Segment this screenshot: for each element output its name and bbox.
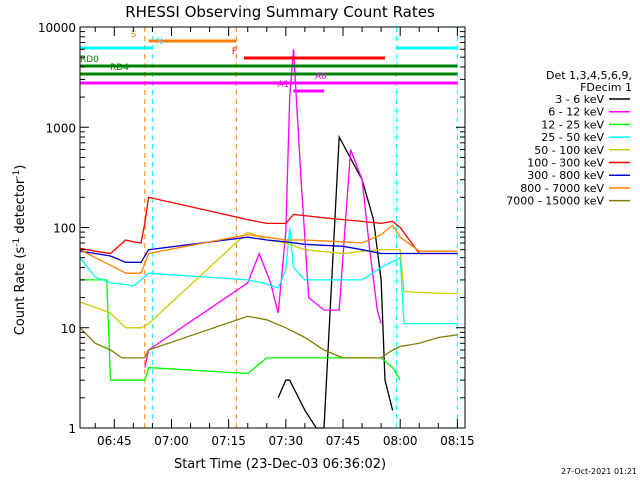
legend-label-100-300-kev: 100 - 300 keV — [527, 157, 604, 170]
flag-label-4: RD0 — [80, 55, 99, 65]
y-tick-label-3: 1000 — [45, 121, 76, 135]
legend-label-3-6-kev: 3 - 6 keV — [555, 93, 604, 106]
series-line-100-300-kev — [79, 196, 458, 255]
legend-label-300-800-kev: 300 - 800 keV — [527, 169, 604, 182]
legend-label-50-100-kev: 50 - 100 keV — [534, 144, 604, 157]
x-tick-label-5: 08:00 — [383, 434, 418, 448]
x-tick-label-1: 07:00 — [154, 434, 189, 448]
legend-label-12-25-kev: 12 - 25 keV — [541, 118, 604, 131]
y-axis-label-exp1: -1 — [12, 238, 22, 247]
chart-timestamp: 27-Oct-2021 01:21 — [561, 467, 637, 476]
axes: 1 10 100 1000 10000 06:45 07:00 07:15 07:30 07:45… — [38, 21, 475, 448]
y-tick-label-1: 10 — [61, 322, 76, 336]
flag-label-3: F — [232, 47, 237, 57]
flag-label-1: N — [156, 37, 163, 47]
x-axis-label: Start Time (23-Dec-03 06:36:02) — [174, 457, 386, 472]
series-line-300-800-kev — [79, 236, 458, 263]
x-tick-label-3: 07:30 — [269, 434, 304, 448]
y-tick-label-4: 10000 — [38, 21, 76, 35]
flag-label-7: A1 — [277, 80, 289, 90]
series-line-6-12-kev — [144, 49, 382, 368]
flag-label-5: RD4 — [110, 63, 129, 73]
y-axis-label-end: ) — [13, 165, 28, 170]
flag-label-0: S — [131, 30, 137, 40]
series-line-25-50-kev — [79, 227, 458, 325]
legend-label-25-50-kev: 25 - 50 keV — [541, 131, 604, 144]
series-line-800-7000-kev — [79, 224, 458, 274]
x-tick-label-6: 08:15 — [440, 434, 475, 448]
y-axis-label-main: Count Rate (s — [13, 247, 28, 336]
y-axis-label-mid: detector — [13, 178, 28, 238]
flag-bars: S N F RD0 RD4 A0 A1 — [80, 30, 458, 93]
y-axis-label-exp2: -1 — [12, 170, 22, 179]
y-axis-label: Count Rate (s-1 detector-1) — [12, 165, 28, 336]
flag-label-6: A0 — [315, 72, 327, 82]
legend-label-6-12-kev: 6 - 12 keV — [548, 106, 604, 119]
x-tick-label-0: 06:45 — [97, 434, 132, 448]
legend-label-800-7000-kev: 800 - 7000 keV — [520, 182, 604, 195]
legend-label-7000-15000-kev: 7000 - 15000 keV — [506, 195, 604, 208]
plot-area — [79, 27, 458, 429]
y-tick-label-2: 100 — [53, 222, 76, 236]
x-tick-label-2: 07:15 — [211, 434, 246, 448]
legend-header-0: Det 1,3,4,5,6,9, — [546, 69, 632, 82]
x-tick-label-4: 07:45 — [326, 434, 361, 448]
legend-header-1: FDecim 1 — [580, 81, 632, 94]
y-tick-label-0: 1 — [68, 422, 76, 436]
chart-title: RHESSI Observing Summary Count Rates — [125, 3, 435, 21]
series-line-7000-15000-kev — [79, 315, 458, 359]
series-line-3-6-kev — [277, 134, 394, 429]
